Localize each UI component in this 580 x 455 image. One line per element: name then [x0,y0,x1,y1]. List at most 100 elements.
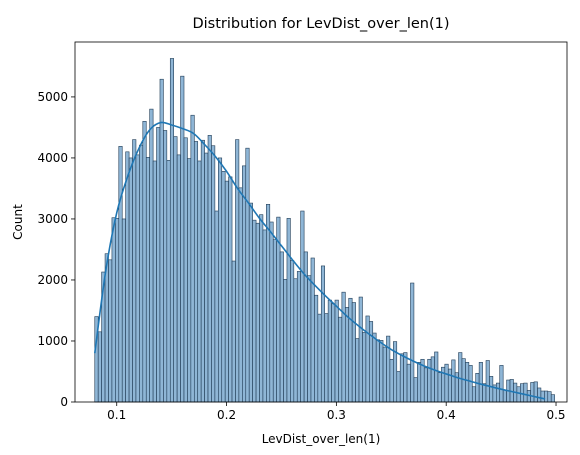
histogram-bar [485,360,490,403]
histogram-bar [248,202,253,403]
histogram-bar [176,154,181,403]
histogram-bar [351,302,356,403]
histogram-bar [279,251,284,403]
histogram-bar [132,139,137,403]
histogram-bar [502,389,507,403]
histogram-bar [128,157,133,403]
histogram-bar [231,260,236,403]
histogram-bar [224,180,229,403]
histogram-bar [159,78,164,403]
histogram-bar [544,390,549,403]
histogram-bar [187,158,192,403]
chart-title: Distribution for LevDist_over_len(1) [192,16,449,32]
x-tick-label: 0.4 [437,408,456,422]
histogram-bar [468,365,473,403]
histogram-bar [293,278,298,403]
histogram-bar [341,291,346,403]
histogram-bar [365,315,370,403]
histogram-bar [163,130,168,403]
y-tick-label: 0 [60,395,68,409]
histogram-bar [406,363,411,403]
histogram-bar [139,144,144,403]
histogram-bar [197,160,202,403]
histogram-bar [290,260,295,403]
histogram-bar [314,294,319,403]
histogram-bar [242,165,247,403]
histogram-bar [499,365,504,403]
histogram-bar [348,297,353,403]
histogram-bar [149,108,154,403]
histogram-bar [537,387,542,403]
histogram-bar [252,219,257,403]
histogram-bar [471,386,477,403]
histogram-bar [97,331,102,403]
histogram-bar [169,58,175,403]
histogram-bar [218,157,223,403]
histogram-bar [156,127,161,403]
histogram-bar [389,358,394,403]
histogram-bar [262,229,267,403]
histogram-bar [495,382,501,403]
y-tick-label: 1000 [37,334,68,348]
histogram-bar [458,352,463,403]
histogram-bar [135,154,140,403]
histogram-bar [245,147,250,403]
histogram-bar [235,139,240,403]
histogram-bar [478,362,483,403]
histogram-bar [355,338,360,403]
histogram-bar [475,373,480,403]
x-tick-label: 0.5 [546,408,565,422]
y-tick-label: 4000 [37,151,68,165]
x-tick-label: 0.2 [217,408,236,422]
histogram-bar [540,390,545,403]
histogram-bar [327,299,332,403]
histogram-bar [108,259,113,403]
x-tick-label: 0.1 [107,408,126,422]
histogram-bar [276,216,281,403]
kde-line [93,121,546,400]
histogram-bar [358,296,363,403]
histogram-bar [238,187,243,403]
histogram-bar [214,210,219,403]
histogram-bar [228,176,233,403]
histogram-bar [296,271,301,403]
y-tick-label: 3000 [37,212,68,226]
histogram-bar [317,313,322,403]
histogram-bar [320,265,325,403]
histogram-bar [183,137,188,403]
histogram-bar [193,141,199,403]
histogram-bar [173,136,178,403]
histogram-bar [437,372,442,403]
histogram-bar [444,363,449,403]
histogram-bar [403,352,408,403]
histogram-bar [382,346,387,403]
histogram-bar [369,321,374,403]
histogram-bar [338,316,343,403]
histogram-bar [372,332,377,403]
histogram-bar [413,377,418,403]
histogram-bar [272,239,277,403]
histogram-bar [482,383,487,403]
histogram-bar [430,356,435,403]
axes-frame [74,41,568,403]
histogram-bar [523,382,528,403]
histogram-bar [410,282,415,403]
histogram-bar [451,359,456,403]
histogram-bar [379,340,384,403]
histogram-bar [269,221,274,403]
histogram-bar [427,358,432,403]
histogram-bar [207,135,212,403]
y-tick-label: 2000 [37,273,68,287]
histogram-bar [283,279,288,403]
histogram-bar [396,371,401,403]
histogram-bar [221,171,226,403]
histogram-bar [375,339,380,403]
histogram-bar [259,214,264,403]
histogram-bar [331,303,336,403]
histogram-bar [111,217,116,403]
histogram-bar [399,353,404,403]
histogram-bar [300,210,305,403]
histogram-bar [190,114,195,403]
histogram-bar [489,376,494,403]
